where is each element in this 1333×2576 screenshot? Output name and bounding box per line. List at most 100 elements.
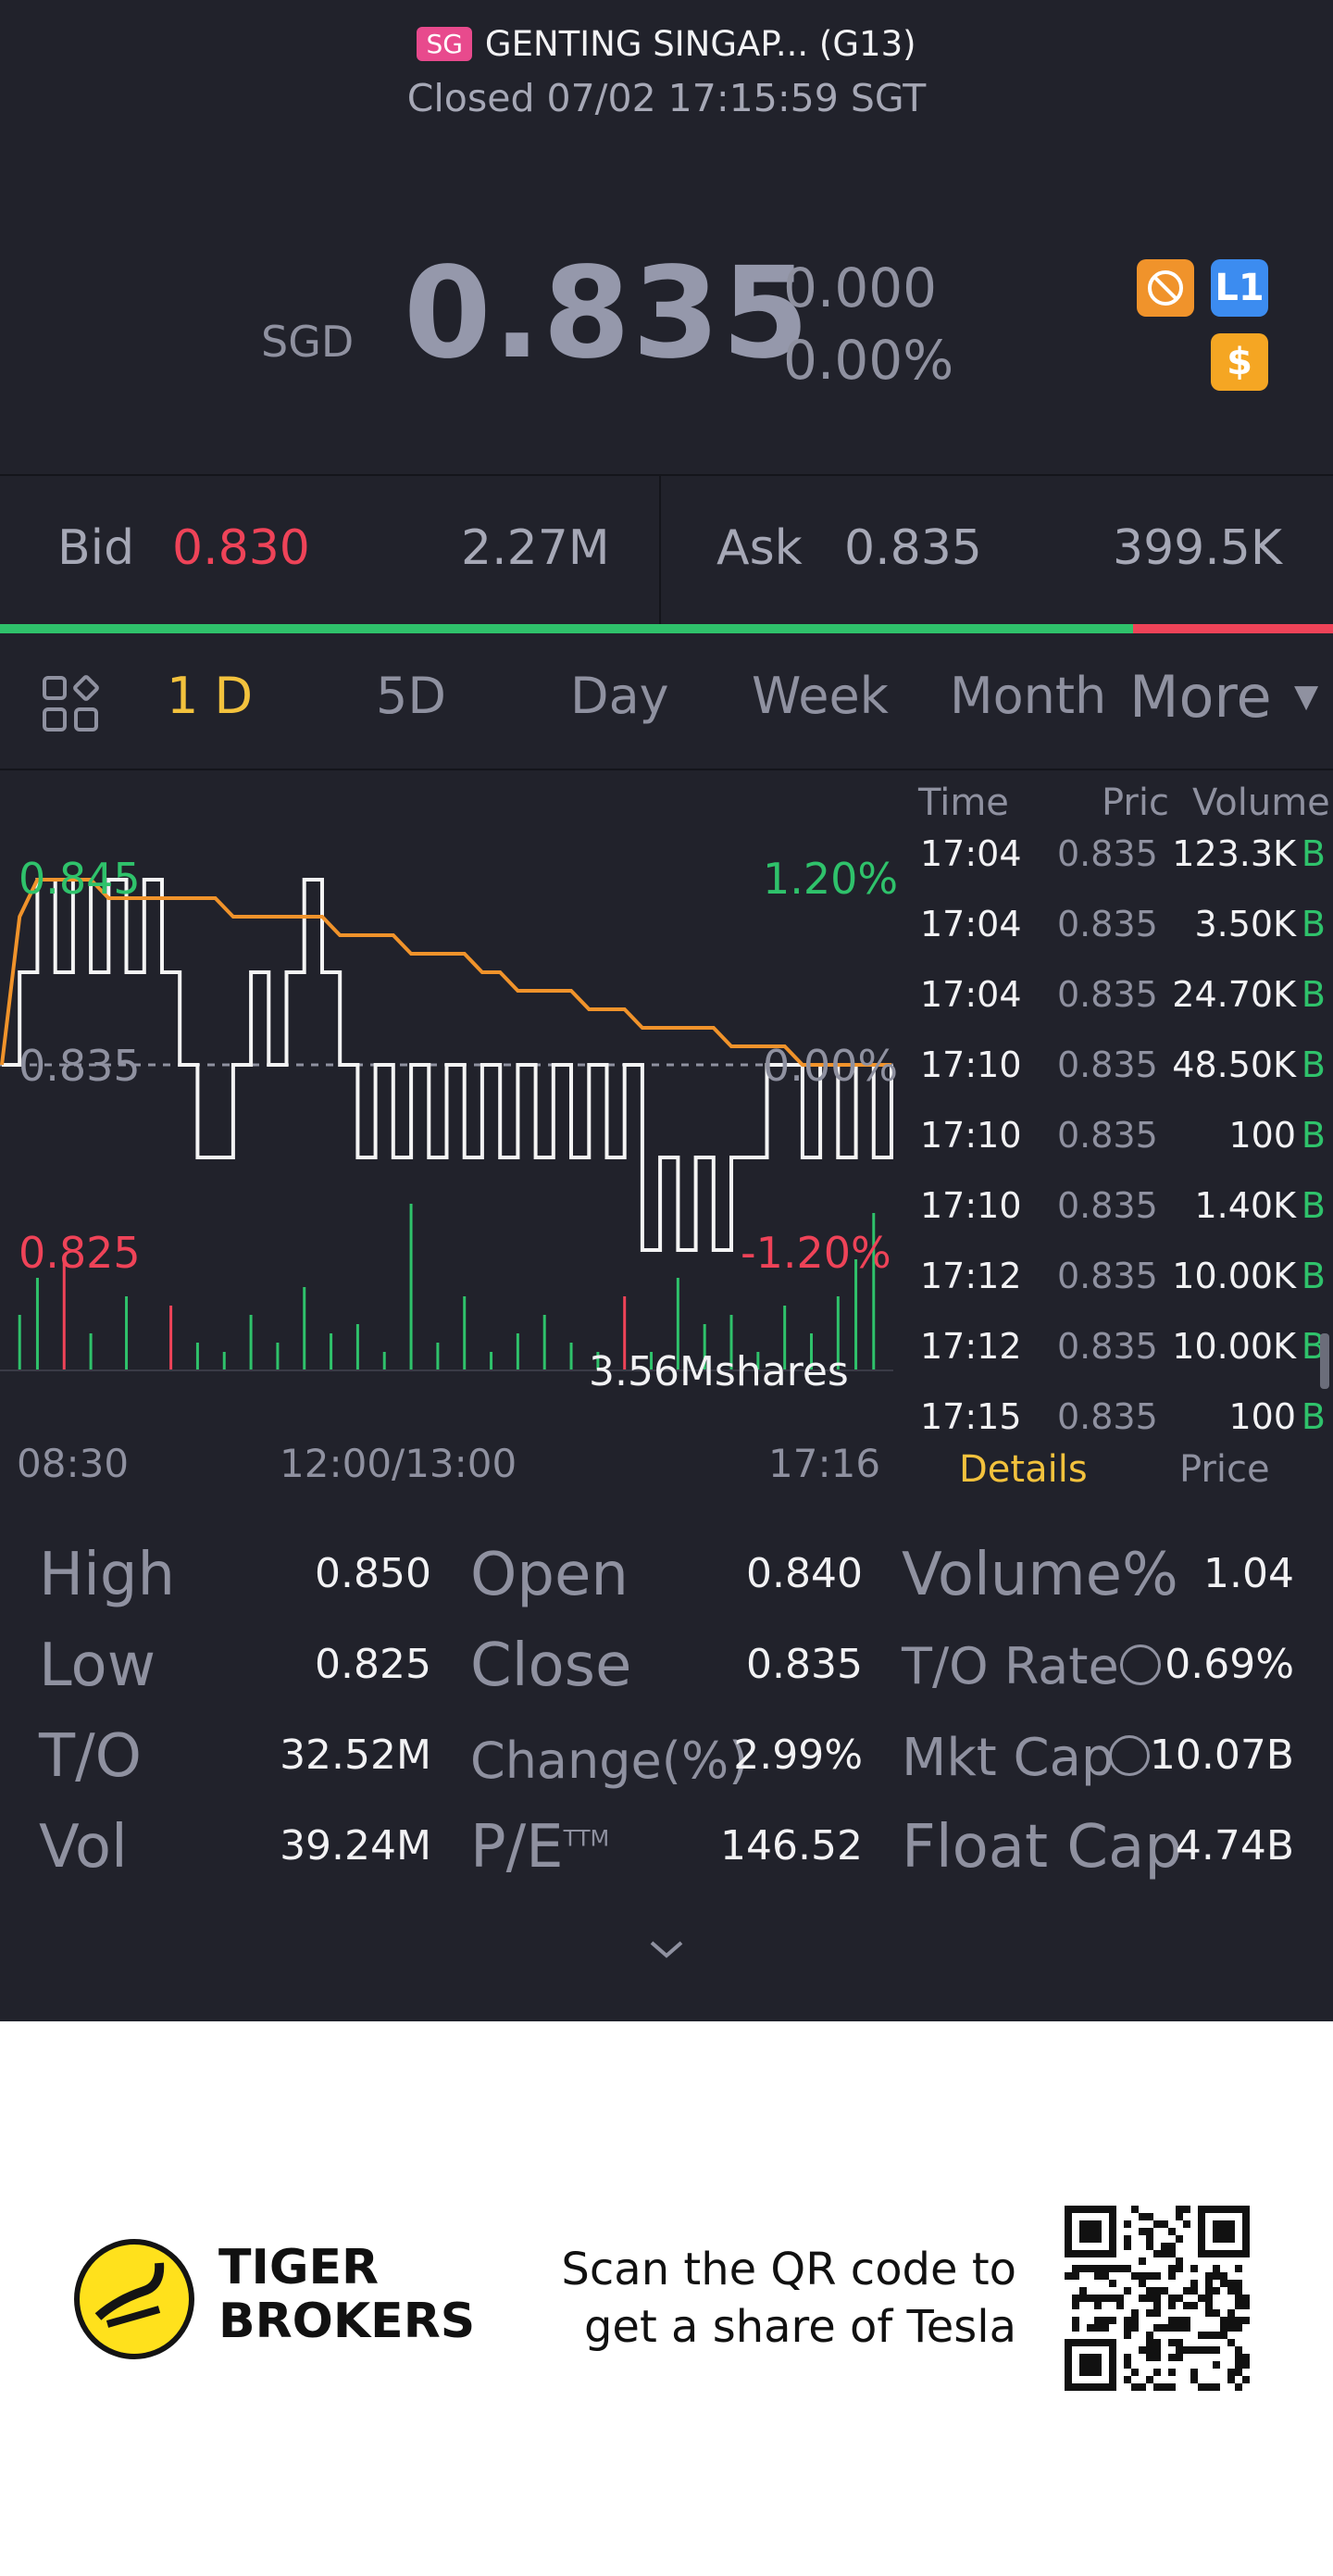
qr-module bbox=[1079, 2250, 1087, 2257]
stat-label-sup: TTM bbox=[563, 1825, 610, 1852]
qr-module bbox=[1079, 2354, 1087, 2361]
qr-module bbox=[1205, 2280, 1213, 2287]
market-status: Closed 07/02 17:15:59 SGT bbox=[406, 76, 927, 120]
subtab-details[interactable]: Details bbox=[959, 1448, 1088, 1491]
brand-line-2: BROKERS bbox=[218, 2294, 476, 2349]
qr-module bbox=[1213, 2265, 1220, 2272]
x-label-mid: 12:00/13:00 bbox=[280, 1441, 517, 1486]
trade-time: 17:04 bbox=[920, 974, 1022, 1015]
qr-module bbox=[1220, 2280, 1227, 2287]
qr-module bbox=[1198, 2383, 1205, 2391]
qr-module bbox=[1190, 2302, 1198, 2309]
stock-title[interactable]: SG GENTING SINGAP... (G13) bbox=[0, 24, 1333, 64]
qr-module bbox=[1146, 2354, 1153, 2361]
qr-module bbox=[1079, 2235, 1087, 2243]
qr-module bbox=[1227, 2206, 1235, 2213]
qr-module bbox=[1205, 2272, 1213, 2280]
layout-grid-icon[interactable] bbox=[41, 674, 100, 745]
qr-module bbox=[1124, 2376, 1131, 2383]
trades-scrollbar[interactable] bbox=[1320, 1333, 1329, 1389]
tab-more[interactable]: More bbox=[1129, 663, 1272, 731]
qr-module bbox=[1072, 2324, 1079, 2332]
tab-5d[interactable]: 5D bbox=[376, 667, 446, 725]
qr-module bbox=[1087, 2354, 1094, 2361]
tab-1d[interactable]: 1 D bbox=[167, 667, 254, 725]
no-short-icon[interactable] bbox=[1137, 259, 1194, 317]
pct-label-high: 1.20% bbox=[763, 854, 899, 904]
chevron-down-icon[interactable]: ▼ bbox=[1294, 678, 1319, 715]
qr-module bbox=[1205, 2302, 1213, 2309]
qr-module bbox=[1094, 2235, 1102, 2243]
qr-module bbox=[1153, 2250, 1161, 2257]
qr-module bbox=[1072, 2383, 1079, 2391]
qr-module bbox=[1220, 2235, 1227, 2243]
expand-chevron-icon[interactable] bbox=[648, 1935, 685, 1967]
qr-module bbox=[1065, 2213, 1072, 2220]
qr-module bbox=[1198, 2228, 1205, 2235]
divider bbox=[0, 769, 1333, 770]
qr-module bbox=[1153, 2295, 1161, 2302]
qr-module bbox=[1176, 2295, 1183, 2302]
qr-module bbox=[1168, 2243, 1176, 2250]
qr-module bbox=[1094, 2206, 1102, 2213]
qr-module bbox=[1161, 2243, 1168, 2250]
qr-module bbox=[1146, 2235, 1153, 2243]
qr-module bbox=[1242, 2243, 1250, 2250]
qr-module bbox=[1079, 2228, 1087, 2235]
dollar-badge-icon[interactable]: $ bbox=[1211, 333, 1268, 391]
qr-module bbox=[1242, 2361, 1250, 2369]
qr-module bbox=[1235, 2280, 1242, 2287]
qr-module bbox=[1109, 2295, 1116, 2302]
info-icon[interactable] bbox=[1120, 1644, 1161, 1685]
qr-module bbox=[1124, 2317, 1131, 2324]
qr-module bbox=[1087, 2383, 1094, 2391]
currency-label: SGD bbox=[261, 317, 355, 367]
qr-module bbox=[1072, 2265, 1079, 2272]
brand-line-1: TIGER bbox=[218, 2240, 380, 2295]
trades-header-volume: Volume bbox=[1192, 782, 1330, 824]
trade-side: B bbox=[1301, 833, 1326, 874]
qr-module bbox=[1131, 2324, 1139, 2332]
qr-module bbox=[1102, 2383, 1109, 2391]
qr-module bbox=[1220, 2228, 1227, 2235]
change-value: 0.000 bbox=[783, 256, 938, 319]
qr-module bbox=[1153, 2346, 1161, 2354]
subtab-price[interactable]: Price bbox=[1179, 1448, 1270, 1491]
qr-module bbox=[1242, 2250, 1250, 2257]
qr-module bbox=[1161, 2287, 1168, 2295]
level1-badge-icon[interactable]: L1 bbox=[1211, 259, 1268, 317]
qr-module bbox=[1094, 2369, 1102, 2376]
tab-month[interactable]: Month bbox=[950, 667, 1107, 725]
qr-module bbox=[1235, 2295, 1242, 2302]
qr-module bbox=[1198, 2346, 1205, 2354]
intraday-chart[interactable] bbox=[0, 778, 903, 1426]
qr-module bbox=[1213, 2346, 1220, 2354]
qr-module bbox=[1102, 2317, 1109, 2324]
qr-module bbox=[1220, 2220, 1227, 2228]
tab-week[interactable]: Week bbox=[752, 667, 889, 725]
qr-module bbox=[1227, 2309, 1235, 2317]
trade-row: 17:12 0.835 10.00K B bbox=[916, 1326, 1333, 1396]
qr-module bbox=[1153, 2309, 1161, 2317]
ask-price: 0.835 bbox=[844, 520, 982, 576]
stat-value: 0.835 bbox=[746, 1641, 863, 1688]
qr-module bbox=[1176, 2339, 1183, 2346]
qr-module bbox=[1131, 2206, 1139, 2213]
qr-module bbox=[1235, 2302, 1242, 2309]
trade-row: 17:04 0.835 24.70K B bbox=[916, 974, 1333, 1044]
qr-module bbox=[1116, 2265, 1124, 2272]
qr-module bbox=[1190, 2369, 1198, 2376]
bid-label: Bid bbox=[57, 520, 135, 576]
trade-side: B bbox=[1301, 904, 1326, 944]
info-icon[interactable] bbox=[1109, 1735, 1150, 1776]
qr-module bbox=[1131, 2369, 1139, 2376]
qr-module bbox=[1087, 2250, 1094, 2257]
trade-time: 17:10 bbox=[920, 1185, 1022, 1226]
qr-module bbox=[1094, 2324, 1102, 2332]
trade-time: 17:10 bbox=[920, 1044, 1022, 1085]
qr-module bbox=[1198, 2206, 1205, 2213]
qr-module bbox=[1190, 2265, 1198, 2272]
tab-day[interactable]: Day bbox=[570, 667, 669, 725]
qr-module bbox=[1109, 2346, 1116, 2354]
qr-module bbox=[1094, 2220, 1102, 2228]
